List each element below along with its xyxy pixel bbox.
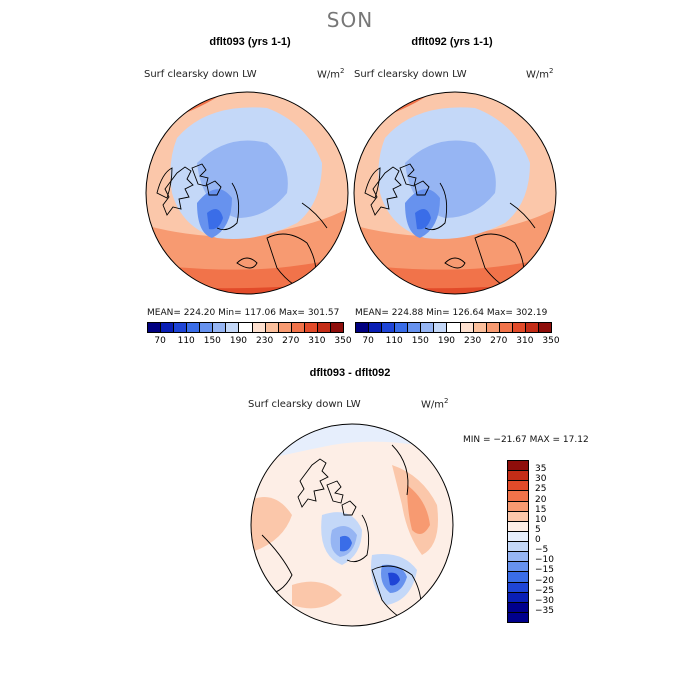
colorbar-swatch (316, 322, 331, 333)
colorbar-swatch (199, 322, 214, 333)
panel1-units: W/m2 (317, 67, 345, 81)
colorbar-tick-label: 230 (464, 336, 482, 346)
panel1-colorbar (147, 322, 344, 333)
diff-colorbar-tick-label: 5 (535, 524, 541, 535)
panel1-stats: MEAN= 224.20 Min= 117.06 Max= 301.57 (147, 308, 340, 318)
colorbar-tick-label: 230 (256, 336, 274, 346)
diff-colorbar-tick-label: 30 (535, 474, 547, 485)
panel2-colorbar-labels: 70 110 150 190 230 270 310 350 (355, 336, 559, 348)
diff-colorbar (507, 460, 529, 623)
diff-colorbar-tick-label: −20 (535, 575, 554, 586)
colorbar-swatch (264, 322, 279, 333)
diff-units: W/m2 (421, 397, 449, 411)
diff-colorbar-tick-label: −10 (535, 555, 554, 566)
colorbar-swatch (290, 322, 305, 333)
diff-colorbar-tick-label: 25 (535, 484, 547, 495)
colorbar-swatch (472, 322, 487, 333)
panel2-map (354, 92, 556, 294)
colorbar-tick-label: 150 (203, 336, 221, 346)
colorbar-swatch (511, 322, 526, 333)
colorbar-tick-label: 190 (437, 336, 456, 346)
colorbar-swatch (459, 322, 474, 333)
panel1-colorbar-labels: 70 110 150 190 230 270 310 350 (147, 336, 351, 348)
colorbar-tick-label: 70 (154, 336, 166, 346)
diff-colorbar-tick-label: −35 (535, 605, 554, 616)
colorbar-tick-label: 70 (362, 336, 374, 346)
colorbar-swatch (329, 322, 344, 333)
panel1-title: dflt093 (yrs 1-1) (209, 36, 291, 48)
colorbar-tick-label: 150 (411, 336, 429, 346)
diff-colorbar-tick-label: 0 (535, 535, 541, 545)
colorbar-swatch (446, 322, 461, 333)
colorbar-swatch (381, 322, 396, 333)
colorbar-swatch (524, 322, 539, 333)
colorbar-swatch (238, 322, 253, 333)
panel1-map (146, 92, 348, 294)
diff-colorbar-tick-label: −25 (535, 585, 554, 596)
panel2-map-border (353, 91, 557, 295)
colorbar-tick-label: 310 (308, 336, 326, 346)
panel2-colorbar (355, 322, 552, 333)
diff-colorbar-labels: 35 30 25 20 15 10 5 0 −5 −10 −15 −20 −25 −30 −35 (535, 460, 575, 622)
diff-variable: Surf clearsky down LW (248, 399, 361, 410)
colorbar-swatch (433, 322, 448, 333)
diff-map (251, 424, 453, 626)
panel1-map-border (145, 91, 349, 295)
colorbar-swatch (147, 322, 162, 333)
colorbar-swatch (186, 322, 201, 333)
colorbar-swatch (277, 322, 292, 333)
diff-colorbar-tick-label: −15 (535, 565, 554, 576)
colorbar-swatch (420, 322, 435, 333)
colorbar-swatch (303, 322, 318, 333)
colorbar-tick-label: 350 (334, 336, 352, 346)
panel1-variable: Surf clearsky down LW (144, 69, 257, 80)
colorbar-swatch (355, 322, 370, 333)
colorbar-tick-label: 270 (490, 336, 508, 346)
diff-stats: MIN = −21.67 MAX = 17.12 (463, 435, 589, 445)
diff-colorbar-swatch (507, 611, 529, 623)
colorbar-swatch (498, 322, 513, 333)
figure-title: SON (326, 8, 374, 32)
colorbar-swatch (160, 322, 175, 333)
colorbar-tick-label: 350 (542, 336, 560, 346)
diff-colorbar-tick-label: 15 (535, 504, 547, 515)
colorbar-tick-label: 310 (516, 336, 534, 346)
panel2-units: W/m2 (526, 67, 554, 81)
diff-colorbar-tick-label: 10 (535, 514, 547, 525)
colorbar-swatch (394, 322, 409, 333)
colorbar-swatch (251, 322, 266, 333)
diff-map-border (250, 423, 454, 627)
colorbar-swatch (225, 322, 240, 333)
colorbar-tick-label: 190 (229, 336, 248, 346)
panel2-title: dflt092 (yrs 1-1) (411, 36, 493, 48)
colorbar-tick-label: 110 (385, 336, 403, 346)
diff-colorbar-tick-label: −30 (535, 595, 554, 606)
colorbar-swatch (368, 322, 383, 333)
diff-colorbar-tick-label: 35 (535, 464, 547, 475)
colorbar-swatch (173, 322, 188, 333)
colorbar-tick-label: 270 (282, 336, 300, 346)
diff-title: dflt093 - dflt092 (309, 367, 391, 379)
panel2-variable: Surf clearsky down LW (354, 69, 467, 80)
colorbar-swatch (537, 322, 552, 333)
diff-colorbar-tick-label: 20 (535, 494, 547, 505)
panel2-stats: MEAN= 224.88 Min= 126.64 Max= 302.19 (355, 308, 548, 318)
colorbar-tick-label: 110 (177, 336, 195, 346)
colorbar-swatch (485, 322, 500, 333)
colorbar-swatch (407, 322, 422, 333)
colorbar-swatch (212, 322, 227, 333)
diff-colorbar-tick-label: −5 (535, 545, 549, 556)
